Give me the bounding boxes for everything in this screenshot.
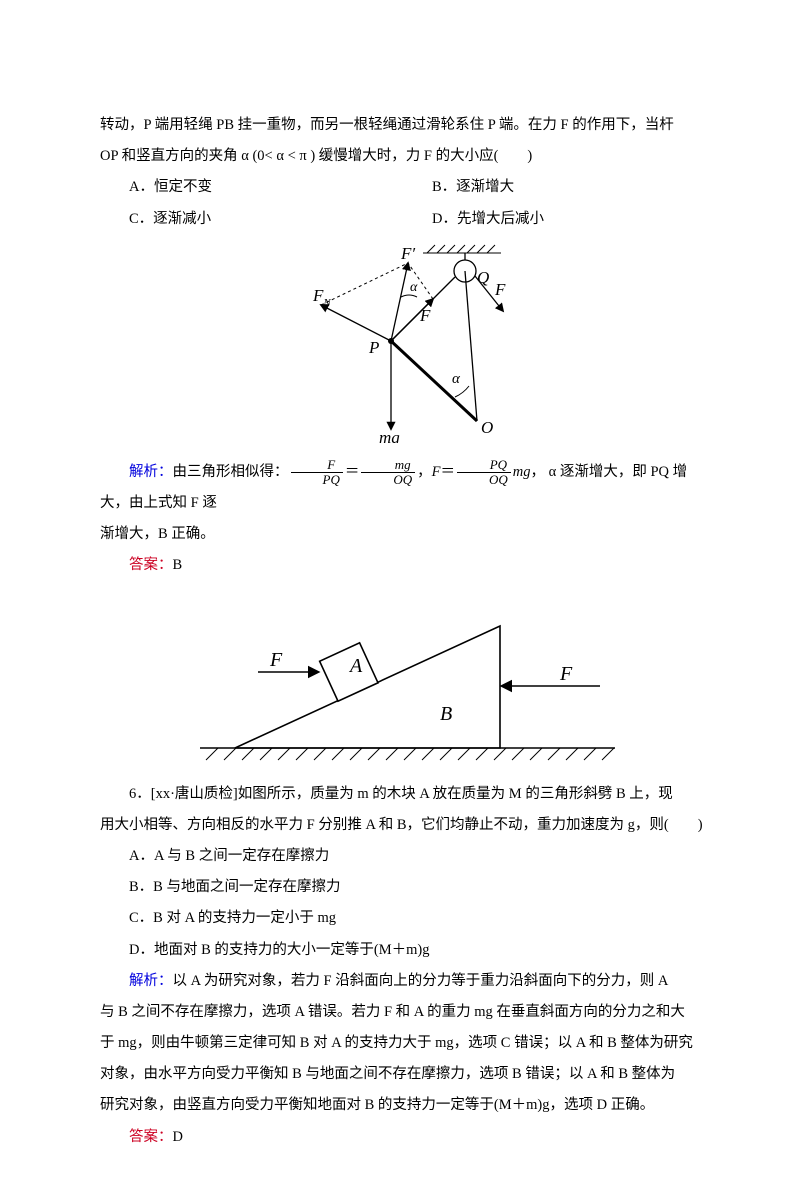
q6-optB: B．B 与地面之间一定存在摩擦力 <box>100 872 715 903</box>
label-mg: mg <box>379 428 400 443</box>
q5-options: A．恒定不变 B．逐渐增大 C．逐渐减小 D．先增大后减小 <box>100 172 715 234</box>
q5-optC: C．逐渐减小 <box>129 204 412 235</box>
label-Fprime: F′ <box>400 244 415 263</box>
label-answer-6: 答案： <box>129 1129 173 1145</box>
q6-optC: C．B 对 A 的支持力一定小于 mg <box>100 903 715 934</box>
label-alpha: α <box>452 371 461 387</box>
frac-F-PQ: FPQ <box>291 458 343 486</box>
q5-expl-pre: 由三角形相似得： <box>173 464 289 480</box>
q6-answer-value: D <box>173 1129 183 1145</box>
label-answer: 答案： <box>129 557 173 573</box>
label-F: F <box>419 306 431 325</box>
q5-optA: A．恒定不变 <box>129 172 412 203</box>
label-B: B <box>440 703 452 725</box>
comma2: ， <box>531 464 546 480</box>
label-F-left: F <box>269 649 283 671</box>
label-explanation: 解析： <box>129 464 173 480</box>
q5-optB: B．逐渐增大 <box>432 172 715 203</box>
label-A: A <box>348 655 363 677</box>
sym-mg: mg <box>513 464 531 480</box>
q5-explanation: 解析：由三角形相似得：FPQ＝mgOQ，F＝PQOQmg， α 逐渐增大，即 P… <box>100 457 715 519</box>
label-angle-top: α <box>410 280 418 295</box>
figure-force-diagram: F′ α FN F F Q P O α mg <box>100 243 715 455</box>
label-O: O <box>481 418 493 437</box>
label-F-right: F <box>559 663 573 685</box>
q5-intro-line2: OP 和竖直方向的夹角 α (0< α < π ) 缓慢增大时，力 F 的大小应… <box>100 141 715 172</box>
q6-line1: 6．[xx·唐山质检]如图所示，质量为 m 的木块 A 放在质量为 M 的三角形… <box>100 779 715 810</box>
eq2: ＝ <box>440 464 455 480</box>
q5-expl-line2: 渐增大，B 正确。 <box>100 519 715 550</box>
figure-incline: A B F F <box>100 590 715 777</box>
q6-e1: 以 A 为研究对象，若力 F 沿斜面向上的分力等于重力沿斜面向下的分力，则 A <box>173 973 669 989</box>
label-Fpull: F <box>494 280 506 299</box>
q6-e3: 于 mg，则由牛顿第三定律可知 B 对 A 的支持力大于 mg，选项 C 错误；… <box>100 1028 715 1059</box>
q6-e4: 对象，由水平方向受力平衡知 B 与地面之间不存在摩擦力，选项 B 错误；以 A … <box>100 1059 715 1090</box>
frac-PQ-OQ: PQOQ <box>457 458 511 486</box>
comma1: ， <box>417 464 432 480</box>
label-explanation-6: 解析： <box>129 973 173 989</box>
q5-optD: D．先增大后减小 <box>432 204 715 235</box>
label-Q: Q <box>477 268 489 287</box>
q5-intro-line1: 转动，P 端用轻绳 PB 挂一重物，而另一根轻绳通过滑轮系住 P 端。在力 F … <box>100 110 715 141</box>
q6-e2: 与 B 之间不存在摩擦力，选项 A 错误。若力 F 和 A 的重力 mg 在垂直… <box>100 997 715 1028</box>
frac-mg-OQ: mgOQ <box>361 458 415 486</box>
q6-line2: 用大小相等、方向相反的水平力 F 分别推 A 和 B，它们均静止不动，重力加速度… <box>100 810 715 841</box>
q6-explanation: 解析：以 A 为研究对象，若力 F 沿斜面向上的分力等于重力沿斜面向下的分力，则… <box>100 966 715 1122</box>
q6-optA: A．A 与 B 之间一定存在摩擦力 <box>100 841 715 872</box>
q5-answer-value: B <box>173 557 183 573</box>
q6-answer: 答案：D <box>100 1122 715 1153</box>
q5-answer: 答案：B <box>100 550 715 581</box>
eq1: ＝ <box>345 464 360 480</box>
label-P: P <box>368 338 379 357</box>
q6-optD: D．地面对 B 的支持力的大小一定等于(M＋m)g <box>100 935 715 966</box>
q6-e5: 研究对象，由竖直方向受力平衡知地面对 B 的支持力一定等于(M＋m)g，选项 D… <box>100 1090 715 1121</box>
